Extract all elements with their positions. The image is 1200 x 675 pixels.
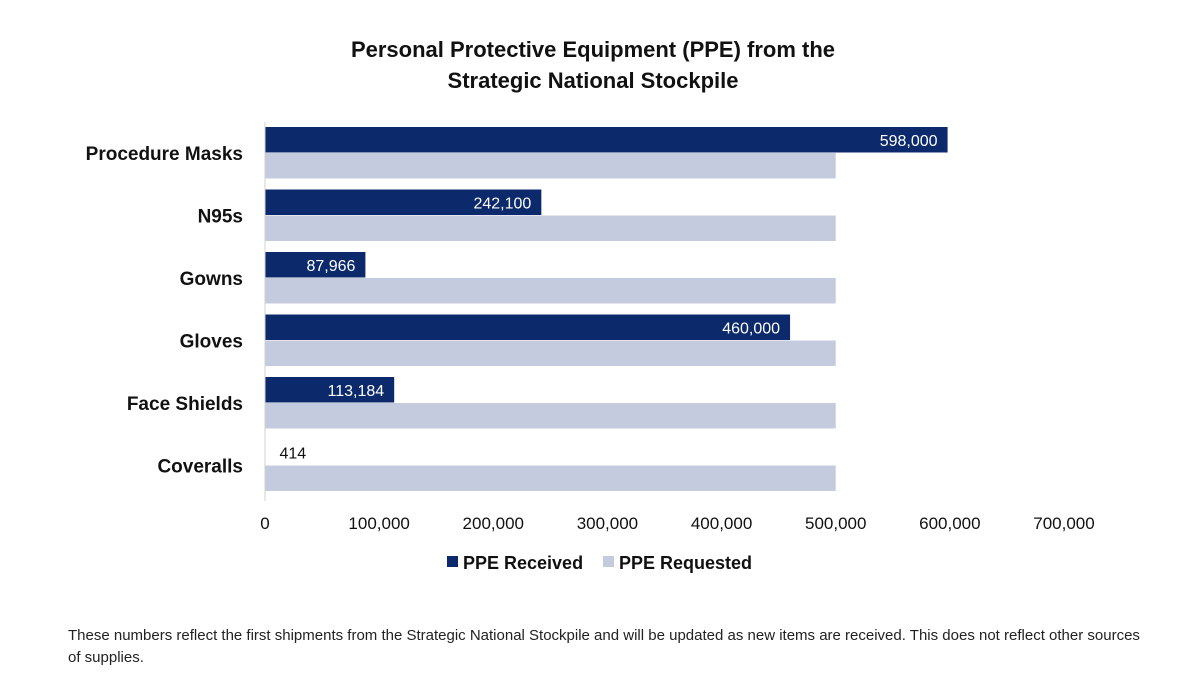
category-label-gloves: Gloves [180,332,243,353]
footnote: These numbers reflect the first shipment… [68,627,1140,666]
x-tick-label: 700,000 [1033,514,1094,533]
bar-received-gowns [265,252,366,278]
x-tick-label: 500,000 [805,514,866,533]
x-tick-label: 600,000 [919,514,980,533]
bar-requested-gloves [265,340,836,366]
bar-requested-n95s [265,215,836,241]
bar-received-face-shields [265,377,395,403]
data-label-gowns: 87,966 [306,258,355,275]
bar-requested-gowns [265,278,836,304]
data-label-gloves: 460,000 [722,321,780,338]
x-tick-label: 100,000 [348,514,409,533]
legend-swatch-ppe-received [447,556,458,567]
legend-label-ppe-requested: PPE Requested [619,553,752,573]
x-tick-label: 0 [260,514,269,533]
x-tick-label: 400,000 [691,514,752,533]
category-label-gowns: Gowns [180,269,243,290]
category-label-n95s: N95s [198,207,243,228]
category-label-procedure-masks: Procedure Masks [86,144,243,165]
data-label-procedure-masks: 598,000 [880,133,938,150]
data-label-coveralls: 414 [279,446,306,463]
category-label-coveralls: Coveralls [157,457,243,478]
bar-received-gloves [265,314,791,340]
category-label-face-shields: Face Shields [127,394,243,415]
legend-swatch-ppe-requested [603,556,614,567]
bar-chart: Procedure Masks 598,000 N95s 242,100 Gowns 87… [86,122,1095,573]
chart-title-line-2: Strategic National Stockpile [447,68,739,93]
bar-requested-coveralls [265,465,836,491]
bar-requested-face-shields [265,403,836,429]
chart-title: Personal Protective Equipment (PPE) from… [0,34,1186,96]
chart-title-line-1: Personal Protective Equipment (PPE) from… [350,37,836,62]
data-label-n95s: 242,100 [473,196,531,213]
data-label-face-shields: 113,184 [328,383,385,400]
bar-requested-procedure-masks [265,153,836,179]
x-tick-label: 300,000 [577,514,638,533]
x-tick-label: 200,000 [463,514,524,533]
legend-label-ppe-received: PPE Received [463,553,583,573]
bar-received-n95s [265,189,542,215]
bar-received-procedure-masks [265,127,948,153]
